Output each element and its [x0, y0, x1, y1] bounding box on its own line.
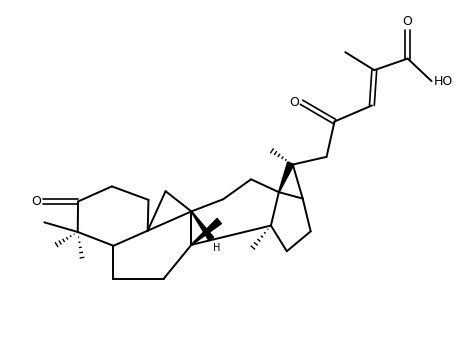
Text: O: O: [31, 195, 41, 208]
Text: H: H: [213, 243, 221, 253]
Text: HO: HO: [434, 74, 453, 88]
Polygon shape: [191, 211, 214, 241]
Text: O: O: [290, 96, 300, 109]
Polygon shape: [191, 218, 222, 245]
Polygon shape: [279, 162, 294, 192]
Text: O: O: [403, 15, 413, 28]
